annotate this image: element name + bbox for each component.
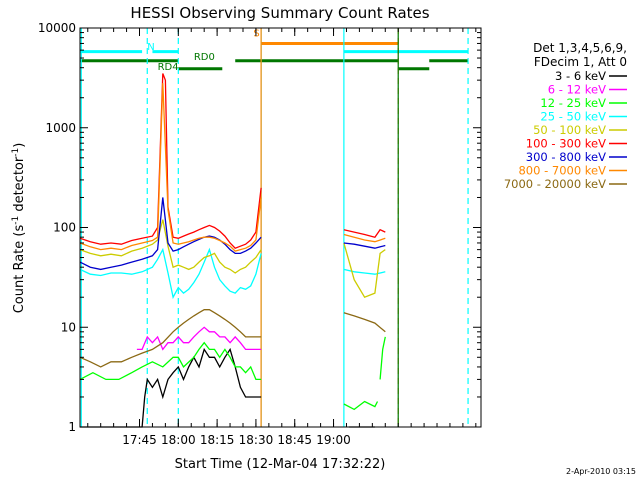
y-axis-label-sup2: -1 — [11, 148, 21, 157]
y-axis-label-part2: detector — [12, 156, 27, 216]
series-line-7-1 — [343, 233, 386, 243]
y-tick-label-2: 100 — [53, 221, 76, 235]
series-line-3-0 — [79, 247, 262, 300]
annotation-rd0: RD0 — [194, 52, 215, 63]
series-line-4-0 — [79, 219, 262, 274]
series-line-2-1 — [343, 400, 379, 411]
series-line-3-1 — [343, 268, 386, 275]
series-line-7-0 — [79, 83, 262, 252]
legend-label-5: 100 - 300 keV — [526, 137, 606, 151]
footer-date: 2-Apr-2010 03:15 — [566, 467, 636, 476]
legend-header-line1: Det 1,3,4,5,6,9, — [533, 41, 627, 55]
series-line-8-1 — [343, 312, 386, 333]
series-line-5-0 — [79, 73, 262, 249]
series-lines — [79, 73, 386, 428]
series-line-2-2 — [379, 336, 386, 380]
legend: Det 1,3,4,5,6,9, FDecim 1, Att 0 3 - 6 k… — [504, 41, 627, 191]
legend-label-7: 800 - 7000 keV — [518, 164, 606, 178]
y-axis-ticks: 1 10 100 1000 10000 — [38, 21, 481, 434]
y-tick-label-3: 1000 — [45, 121, 76, 135]
series-line-5-1 — [343, 228, 386, 238]
vertical-markers — [80, 28, 469, 427]
y-axis-label-sup1: -1 — [11, 216, 21, 225]
legend-label-2: 12 - 25 keV — [540, 96, 606, 110]
x-axis-label: Start Time (12-Mar-04 17:32:22) — [175, 457, 386, 472]
annotation-s: S — [253, 29, 259, 40]
x-tick-label-0: 17:45 — [122, 433, 157, 447]
state-bars — [80, 41, 469, 71]
chart-title: HESSI Observing Summary Count Rates — [130, 4, 429, 22]
x-tick-label-5: 19:00 — [316, 433, 351, 447]
annotation-rd4: RD4 — [158, 62, 179, 73]
y-tick-label-1: 10 — [61, 320, 76, 334]
series-line-0-0 — [80, 347, 262, 428]
x-tick-label-3: 18:30 — [239, 433, 274, 447]
legend-label-0: 3 - 6 keV — [555, 69, 606, 83]
y-tick-label-0: 1 — [68, 420, 76, 434]
y-axis-label: Count Rate (s-1 detector-1) — [11, 143, 27, 314]
series-line-1-0 — [136, 326, 262, 351]
x-tick-label-2: 18:15 — [200, 433, 235, 447]
series-line-6-0 — [79, 197, 262, 271]
x-axis-ticks: 17:45 18:00 18:15 18:30 18:45 19:00 — [87, 28, 477, 447]
series-line-4-1 — [343, 242, 386, 299]
legend-label-1: 6 - 12 keV — [548, 83, 606, 97]
annotation-n: N — [147, 42, 154, 53]
legend-label-3: 25 - 50 keV — [540, 110, 606, 124]
annotations: N RD0 RD4 S — [147, 29, 259, 73]
x-tick-label-4: 18:45 — [277, 433, 312, 447]
series-line-6-1 — [343, 242, 386, 249]
x-tick-label-1: 18:00 — [161, 433, 196, 447]
series-line-8-0 — [79, 309, 262, 368]
y-tick-label-4: 10000 — [38, 21, 76, 35]
legend-header-line2: FDecim 1, Att 0 — [534, 55, 627, 69]
y-axis-label-part3: ) — [12, 143, 27, 148]
legend-label-6: 300 - 800 keV — [526, 150, 606, 164]
legend-label-4: 50 - 100 keV — [533, 123, 606, 137]
series-line-2-0 — [79, 341, 262, 381]
y-axis-label-part1: Count Rate (s — [12, 225, 27, 314]
legend-label-8: 7000 - 20000 keV — [504, 177, 606, 191]
